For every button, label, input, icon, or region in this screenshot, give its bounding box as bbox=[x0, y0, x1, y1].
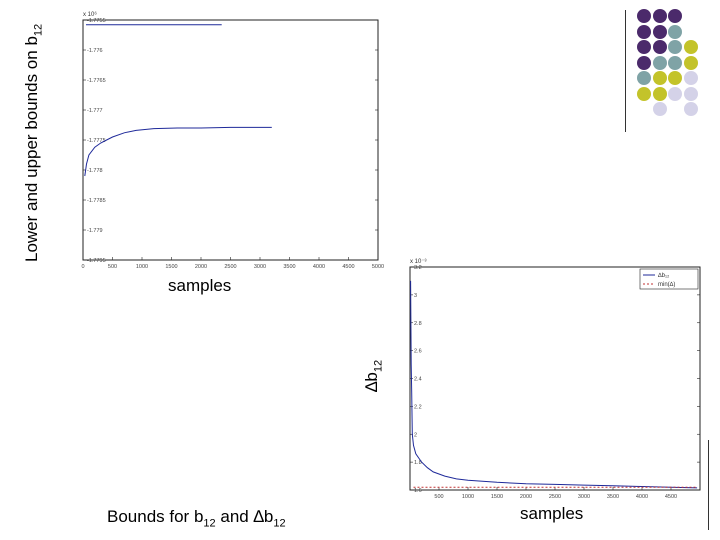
right-chart-xtick-label: 1500 bbox=[491, 494, 503, 500]
left-ylabel-sub: 12 bbox=[32, 23, 45, 37]
right-chart-xtick-label: 3000 bbox=[578, 494, 590, 500]
caption-sub2: 12 bbox=[273, 517, 286, 530]
left-chart-ytick-label: -1.7775 bbox=[87, 138, 106, 144]
decorative-dot bbox=[683, 40, 698, 54]
left-chart-xtick-label: 0 bbox=[81, 264, 84, 270]
left-chart: x 10⁶ -1.7755 -1.776 -1.7765 -1.777 -1.7775 -… bbox=[81, 11, 384, 270]
left-chart-ytick-label: -1.7785 bbox=[87, 198, 106, 204]
decorative-dot bbox=[683, 102, 698, 116]
left-chart-xtick-label: 1500 bbox=[165, 264, 177, 270]
decorative-dot bbox=[652, 9, 667, 23]
right-chart-series-line-1 bbox=[410, 280, 698, 489]
right-chart-ytick-label: 3 bbox=[414, 293, 417, 299]
left-chart-ytick-label: -1.7755 bbox=[87, 18, 106, 24]
decorative-dot bbox=[668, 24, 682, 39]
decorative-dot bbox=[683, 71, 698, 85]
decorative-dot bbox=[652, 71, 667, 85]
right-chart: x 10⁻³ 1.6 1.8 2 2.2 2.4 2.6 2.8 3 3.2 500 1000 15… bbox=[409, 259, 701, 500]
left-chart-xtick-label: 4000 bbox=[313, 264, 325, 270]
decorative-dot bbox=[668, 55, 682, 70]
left-chart-ytick-label: -1.7795 bbox=[87, 258, 106, 264]
decorative-dot-grid bbox=[637, 9, 717, 119]
legend-entry-2: min(∆) bbox=[658, 281, 675, 288]
left-chart-ytick-label: -1.778 bbox=[87, 168, 103, 174]
right-chart-ytick-label: 1.6 bbox=[414, 488, 422, 494]
decorative-dot bbox=[683, 86, 698, 101]
decorative-dot bbox=[637, 71, 651, 85]
decorative-dot bbox=[668, 40, 682, 54]
slide-caption: Bounds for b12 and ∆b12 bbox=[107, 507, 286, 529]
left-chart-xtick-label: 1000 bbox=[136, 264, 148, 270]
left-chart-xtick-label: 3000 bbox=[254, 264, 266, 270]
right-chart-exponent: x 10⁻³ bbox=[410, 259, 427, 265]
right-chart-xtick-label: 2500 bbox=[549, 494, 561, 500]
right-chart-ytick-label: 2.8 bbox=[414, 321, 422, 327]
right-ylabel-main: ∆b bbox=[362, 372, 381, 392]
left-chart-ytick-label: -1.777 bbox=[87, 108, 103, 114]
caption-part2: and ∆b bbox=[215, 507, 274, 526]
left-chart-xtick-label: 5000 bbox=[372, 264, 384, 270]
right-chart-legend: ∆b₁₂ min(∆) bbox=[639, 268, 699, 290]
right-chart-ytick-label: 2.4 bbox=[414, 377, 422, 383]
right-ylabel-sub: 12 bbox=[372, 359, 385, 373]
decorative-dot bbox=[637, 24, 651, 39]
left-chart-series-line-2 bbox=[84, 126, 272, 177]
left-chart-xlabel: samples bbox=[168, 276, 232, 295]
decorative-dot bbox=[652, 86, 667, 101]
left-chart-xtick-label: 2500 bbox=[224, 264, 236, 270]
right-chart-ytick-label: 2.6 bbox=[414, 349, 422, 355]
left-chart-ytick-label: -1.776 bbox=[87, 48, 103, 54]
left-chart-plot-area bbox=[82, 19, 379, 261]
decorative-dot bbox=[637, 86, 651, 101]
left-chart-xtick-label: 4500 bbox=[342, 264, 354, 270]
decorative-dot bbox=[637, 9, 651, 23]
left-chart-ytick-label: -1.7765 bbox=[87, 78, 106, 84]
divider-line-bottom bbox=[708, 440, 709, 530]
right-chart-xtick-label: 1000 bbox=[462, 494, 474, 500]
left-chart-xtick-label: 500 bbox=[108, 264, 117, 270]
left-chart-xtick-label: 2000 bbox=[195, 264, 207, 270]
right-chart-xtick-label: 4000 bbox=[636, 494, 648, 500]
decorative-dot bbox=[668, 86, 682, 101]
caption-sub1: 12 bbox=[203, 517, 216, 530]
legend-entry-1: ∆b₁₂ bbox=[658, 272, 670, 279]
right-chart-plot-area bbox=[409, 266, 701, 491]
right-chart-xtick-label: 2000 bbox=[520, 494, 532, 500]
right-chart-xlabel: samples bbox=[520, 504, 584, 523]
divider-line-top bbox=[625, 10, 626, 132]
right-chart-xtick-label: 3500 bbox=[607, 494, 619, 500]
left-chart-ylabel: Lower and upper bounds on b12 bbox=[22, 24, 44, 262]
decorative-dot bbox=[683, 55, 698, 70]
right-chart-ytick-label: 1.8 bbox=[414, 460, 422, 466]
decorative-dot bbox=[668, 71, 682, 85]
decorative-dot bbox=[668, 9, 682, 23]
right-chart-xtick-label: 500 bbox=[434, 494, 443, 500]
caption-part1: Bounds for b bbox=[107, 507, 204, 526]
left-chart-ytick-label: -1.779 bbox=[87, 228, 103, 234]
left-chart-exponent: x 10⁶ bbox=[83, 11, 97, 18]
right-chart-xtick-label: 4500 bbox=[665, 494, 677, 500]
right-chart-ytick-label: 2 bbox=[414, 432, 417, 438]
decorative-dot bbox=[652, 24, 667, 39]
right-chart-ytick-label: 3.2 bbox=[414, 265, 422, 271]
decorative-dot bbox=[637, 55, 651, 70]
decorative-dot bbox=[652, 102, 667, 116]
left-ylabel-main: Lower and upper bounds on b bbox=[22, 36, 41, 262]
decorative-dot bbox=[652, 55, 667, 70]
right-chart-ylabel: ∆b12 bbox=[362, 360, 384, 392]
left-chart-xtick-label: 3500 bbox=[283, 264, 295, 270]
decorative-dot bbox=[637, 40, 651, 54]
decorative-dot bbox=[652, 40, 667, 54]
right-chart-ytick-label: 2.2 bbox=[414, 404, 422, 410]
